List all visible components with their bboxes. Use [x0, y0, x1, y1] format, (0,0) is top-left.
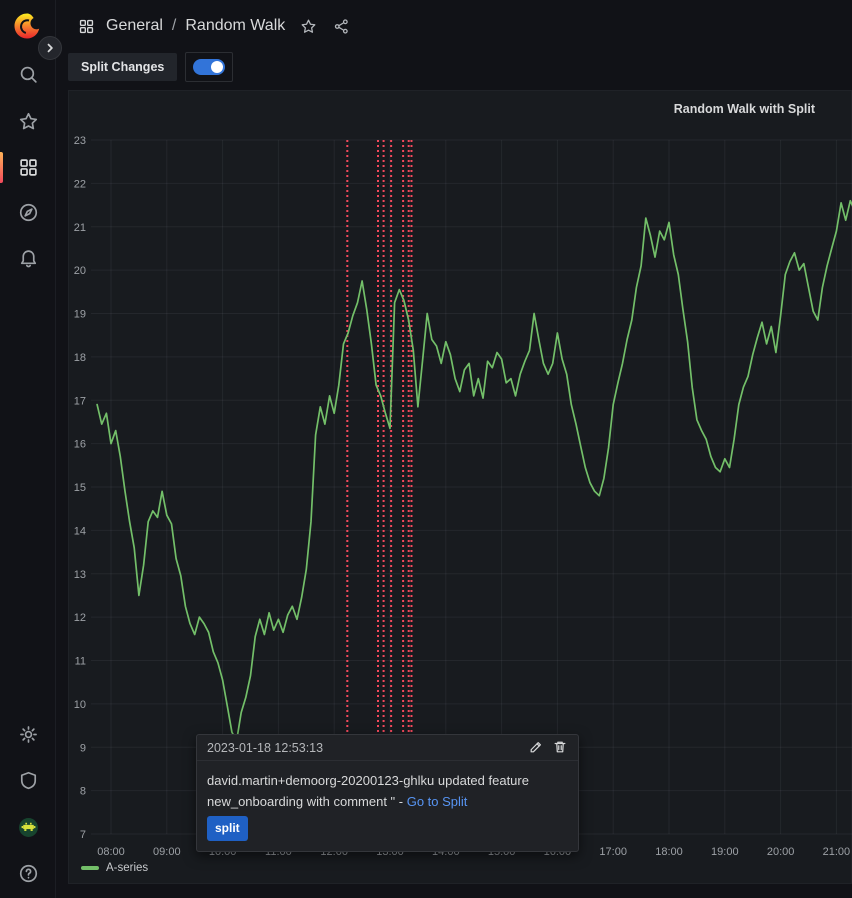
annotation-description: david.martin+demoorg-20200123-ghlku upda… — [207, 773, 529, 809]
split-changes-button[interactable]: Split Changes — [68, 53, 178, 81]
svg-text:19: 19 — [74, 309, 86, 321]
search-icon[interactable] — [15, 61, 41, 87]
breadcrumb-dashboard-title[interactable]: Random Walk — [185, 17, 286, 34]
svg-text:10: 10 — [74, 699, 86, 711]
svg-text:23: 23 — [74, 135, 86, 147]
annotation-markers[interactable] — [341, 140, 418, 842]
sidebar — [0, 0, 62, 898]
alerting-bell-icon[interactable] — [15, 245, 41, 271]
breadcrumb-separator: / — [171, 17, 177, 34]
svg-text:14: 14 — [74, 525, 86, 537]
svg-text:08:00: 08:00 — [97, 846, 125, 858]
svg-text:11: 11 — [75, 656, 86, 668]
share-dashboard-icon[interactable] — [331, 16, 351, 36]
svg-text:12: 12 — [74, 612, 86, 624]
annotation-timestamp: 2023-01-18 12:53:13 — [207, 740, 324, 755]
series-line-A-series — [96, 199, 852, 742]
svg-text:18: 18 — [74, 352, 86, 364]
svg-text:09:00: 09:00 — [153, 846, 181, 858]
svg-text:13: 13 — [74, 569, 86, 581]
edit-annotation-icon[interactable] — [529, 740, 544, 755]
annotation-text: david.martin+demoorg-20200123-ghlku upda… — [197, 761, 578, 851]
server-admin-shield-icon[interactable] — [15, 767, 41, 793]
breadcrumb: General / Random Walk — [78, 13, 351, 39]
help-icon[interactable] — [15, 860, 41, 886]
svg-text:21: 21 — [74, 222, 86, 234]
starred-icon[interactable] — [15, 108, 41, 134]
dashboards-icon[interactable] — [15, 154, 41, 180]
svg-text:19:00: 19:00 — [711, 846, 739, 858]
grafana-logo-icon[interactable] — [13, 12, 41, 40]
svg-text:17:00: 17:00 — [599, 846, 627, 858]
user-avatar[interactable] — [15, 814, 41, 840]
toggle-knob — [211, 61, 224, 73]
active-section-indicator — [0, 152, 3, 183]
svg-text:20: 20 — [74, 265, 86, 277]
series-color-swatch — [81, 866, 99, 870]
svg-text:9: 9 — [80, 742, 86, 754]
toggle-switch-on[interactable] — [193, 59, 226, 75]
svg-text:18:00: 18:00 — [655, 846, 683, 858]
breadcrumb-folder[interactable]: General — [106, 17, 163, 34]
svg-text:15: 15 — [74, 482, 86, 494]
panel-title[interactable]: Random Walk with Split — [673, 102, 815, 116]
sidebar-expand-button[interactable] — [38, 36, 62, 60]
svg-text:17: 17 — [74, 395, 86, 407]
split-changes-toggle[interactable] — [185, 52, 234, 82]
dashboard-controls: Split Changes — [68, 52, 234, 82]
go-to-split-link[interactable]: Go to Split — [406, 794, 468, 809]
annotation-tag-split[interactable]: split — [207, 816, 248, 841]
series-label: A-series — [106, 862, 149, 874]
dashboard-grid-icon — [78, 17, 97, 36]
annotation-tooltip: 2023-01-18 12:53:13 david.martin+demoorg… — [196, 734, 579, 852]
svg-text:20:00: 20:00 — [767, 846, 795, 858]
svg-text:8: 8 — [80, 786, 86, 798]
grid-lines — [91, 139, 852, 835]
axis-tick-labels: 7 8 9 10 11 12 13 14 15 16 17 18 19 20 21 22 23 08:00 09:0… — [74, 135, 850, 858]
svg-text:22: 22 — [74, 178, 86, 190]
explore-compass-icon[interactable] — [15, 199, 41, 225]
star-dashboard-icon[interactable] — [298, 16, 318, 36]
svg-text:7: 7 — [80, 829, 86, 841]
delete-annotation-icon[interactable] — [553, 740, 568, 755]
legend-item-a-series[interactable]: A-series — [81, 862, 148, 874]
svg-text:21:00: 21:00 — [823, 846, 851, 858]
svg-text:16: 16 — [74, 439, 86, 451]
annotation-tooltip-header: 2023-01-18 12:53:13 — [197, 735, 578, 761]
configuration-gear-icon[interactable] — [15, 721, 41, 747]
